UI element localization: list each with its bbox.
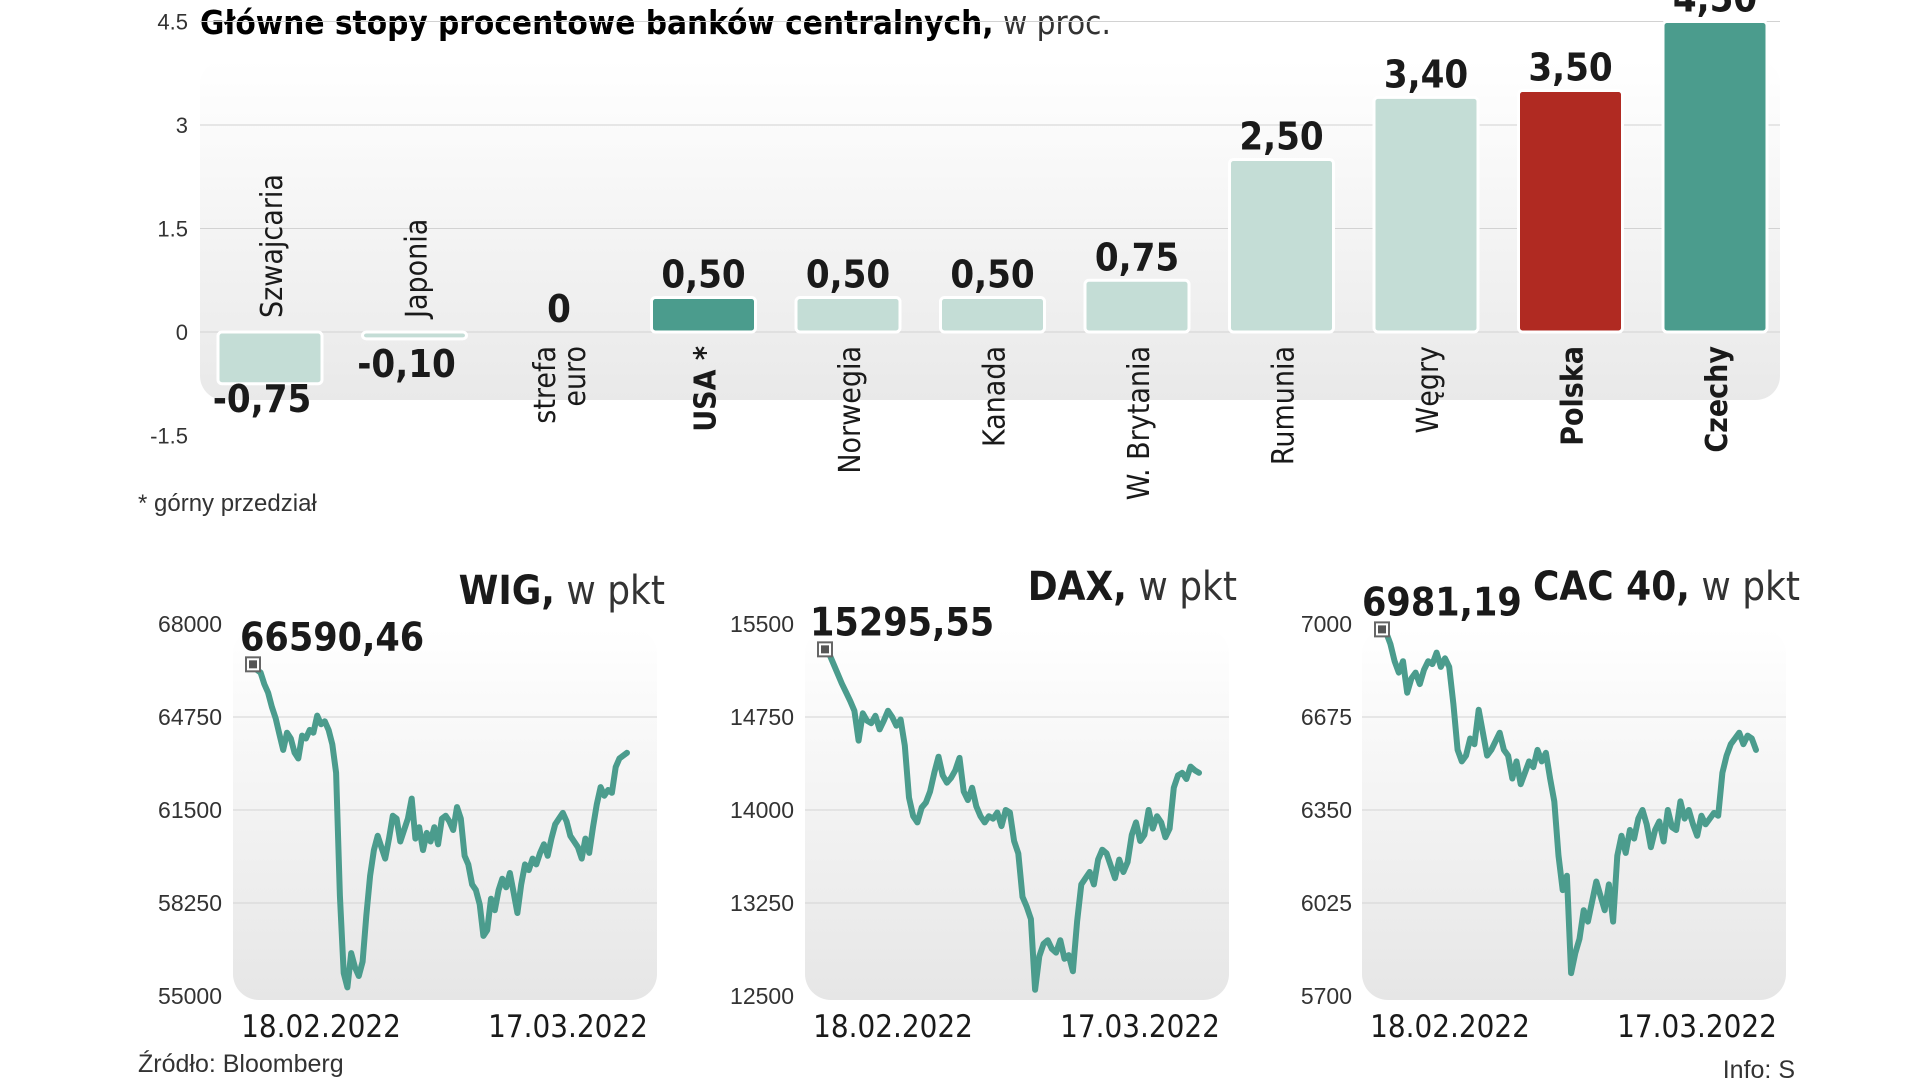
line-chart-title-unit: w pkt <box>1690 564 1800 610</box>
line-chart-panel <box>805 628 1229 1000</box>
bar-value-label: 4,50 <box>1673 0 1757 21</box>
line-chart-y-tick-label: 5700 <box>1301 983 1352 1009</box>
bar-category-label: Szwajcaria <box>255 174 290 318</box>
bar-value-label: 2,50 <box>1239 115 1323 159</box>
bar-value-label: 0,50 <box>950 253 1034 297</box>
bar-category-label: Norwegia <box>833 346 868 474</box>
bar-0 <box>216 330 324 386</box>
bar-category-label: Polska <box>1556 346 1591 446</box>
top-chart-footnote: * górny przedział <box>138 490 317 517</box>
top-chart-title-bold: Główne stopy procentowe banków centralny… <box>200 3 994 42</box>
line-chart-title-bold: WIG, <box>459 568 555 614</box>
bar-category-label: Kanada <box>978 346 1013 447</box>
line-chart-y-tick-label: 55000 <box>158 983 222 1009</box>
info-credit: Info: S <box>1723 1056 1795 1080</box>
bar-category-label: Rumunia <box>1267 346 1302 465</box>
line-chart-title-unit: w pkt <box>555 568 665 614</box>
line-chart-x-label-start: 18.02.2022 <box>241 1009 401 1045</box>
line-chart-y-tick-label: 68000 <box>158 611 222 637</box>
line-chart-series <box>1379 626 1759 977</box>
line-chart-title-bold: CAC 40, <box>1533 564 1690 610</box>
small-line-charts: WIG, w pkt 68000 64750 61500 58250 55000 18.02… <box>158 564 1800 1045</box>
bar-category-label: Węgry <box>1411 346 1446 434</box>
line-chart-y-tick-label: 58250 <box>158 890 222 916</box>
line-chart-x-label-start: 18.02.2022 <box>1370 1009 1530 1045</box>
line-chart-y-tick-label: 12500 <box>730 983 794 1009</box>
line-chart-y-tick-label: 7000 <box>1301 611 1352 637</box>
line-chart-1: DAX, w pkt 15500 14750 14000 13250 12500 18.02… <box>730 564 1237 1045</box>
line-chart-series <box>822 646 1202 993</box>
line-chart-y-tick-label: 14000 <box>730 797 794 823</box>
line-chart-title-bold: DAX, <box>1028 564 1127 610</box>
line-chart-0: WIG, w pkt 68000 64750 61500 58250 55000 18.02… <box>158 568 665 1045</box>
bar-value-label: 0,50 <box>661 253 745 297</box>
bar-category-label: W. Brytania <box>1122 346 1157 500</box>
bar-value-label: -0,10 <box>357 342 456 386</box>
bar-value-label: 3,50 <box>1528 46 1612 90</box>
top-chart-title: Główne stopy procentowe banków centralny… <box>200 3 1111 42</box>
bar-value-label: 0,50 <box>806 253 890 297</box>
line-chart-x-label-end: 17.03.2022 <box>1060 1009 1220 1045</box>
top-y-tick-label: 1.5 <box>157 217 188 242</box>
line-chart-title-unit: w pkt <box>1127 564 1237 610</box>
bar-value-label: 0 <box>547 287 571 331</box>
top-bar-chart: Główne stopy procentowe banków centralny… <box>138 0 1780 517</box>
line-chart-x-label-end: 17.03.2022 <box>488 1009 648 1045</box>
bar-4 <box>794 296 902 334</box>
top-chart-title-unit: w proc. <box>994 3 1111 42</box>
line-chart-start-value-label: 6981,19 <box>1362 580 1522 625</box>
bar-value-label: 0,75 <box>1095 235 1179 279</box>
line-chart-title: DAX, w pkt <box>1028 564 1237 610</box>
line-chart-y-tick-label: 61500 <box>158 797 222 823</box>
line-chart-x-label-start: 18.02.2022 <box>813 1009 973 1045</box>
line-chart-series <box>250 661 630 991</box>
line-chart-start-marker-dot <box>1378 625 1386 634</box>
bar-5 <box>939 296 1046 334</box>
bar-category-label: Czechy <box>1700 346 1735 453</box>
line-chart-y-tick-label: 6675 <box>1301 704 1352 730</box>
top-y-tick-label: 4.5 <box>157 10 188 35</box>
line-chart-y-tick-label: 13250 <box>730 890 794 916</box>
bar-8 <box>1372 95 1480 334</box>
line-chart-y-tick-label: 6025 <box>1301 890 1352 916</box>
line-chart-y-tick-label: 6350 <box>1301 797 1352 823</box>
line-chart-y-tick-label: 64750 <box>158 704 222 730</box>
top-chart-y-axis: 64.531.50-1.5 <box>150 10 188 449</box>
bar-3 <box>650 296 757 334</box>
bar-value-label: -0,75 <box>213 377 312 421</box>
line-chart-title: WIG, w pkt <box>459 568 665 614</box>
bar-category-label: euro <box>558 346 593 407</box>
line-chart-title: CAC 40, w pkt <box>1533 564 1800 610</box>
bar-value-label: 3,40 <box>1384 52 1468 96</box>
source-note: Źródło: Bloomberg <box>138 1049 344 1078</box>
line-chart-y-tick-label: 15500 <box>730 611 794 637</box>
line-chart-x-label-end: 17.03.2022 <box>1617 1009 1777 1045</box>
bar-1 <box>361 330 468 341</box>
top-y-tick-label: 3 <box>176 113 188 138</box>
bar-category-label: USA * <box>689 346 724 432</box>
bar-10 <box>1661 20 1769 334</box>
line-chart-start-marker-dot <box>821 645 829 654</box>
bar-category-label: Japonia <box>400 219 435 320</box>
bar-category-label: strefa <box>528 346 563 424</box>
line-chart-panel <box>1362 628 1786 1000</box>
top-y-tick-label: 0 <box>176 320 188 345</box>
line-chart-2: CAC 40, w pkt 7000 6675 6350 6025 5700 18.02.2… <box>1301 564 1800 1045</box>
line-chart-start-value-label: 66590,46 <box>240 615 424 660</box>
line-chart-y-tick-label: 14750 <box>730 704 794 730</box>
line-chart-start-marker-dot <box>249 660 257 669</box>
top-y-tick-label: -1.5 <box>150 424 188 449</box>
bar-7 <box>1228 158 1335 334</box>
bar-6 <box>1083 278 1191 334</box>
bar-9 <box>1517 89 1624 334</box>
line-chart-start-value-label: 15295,55 <box>810 600 994 645</box>
